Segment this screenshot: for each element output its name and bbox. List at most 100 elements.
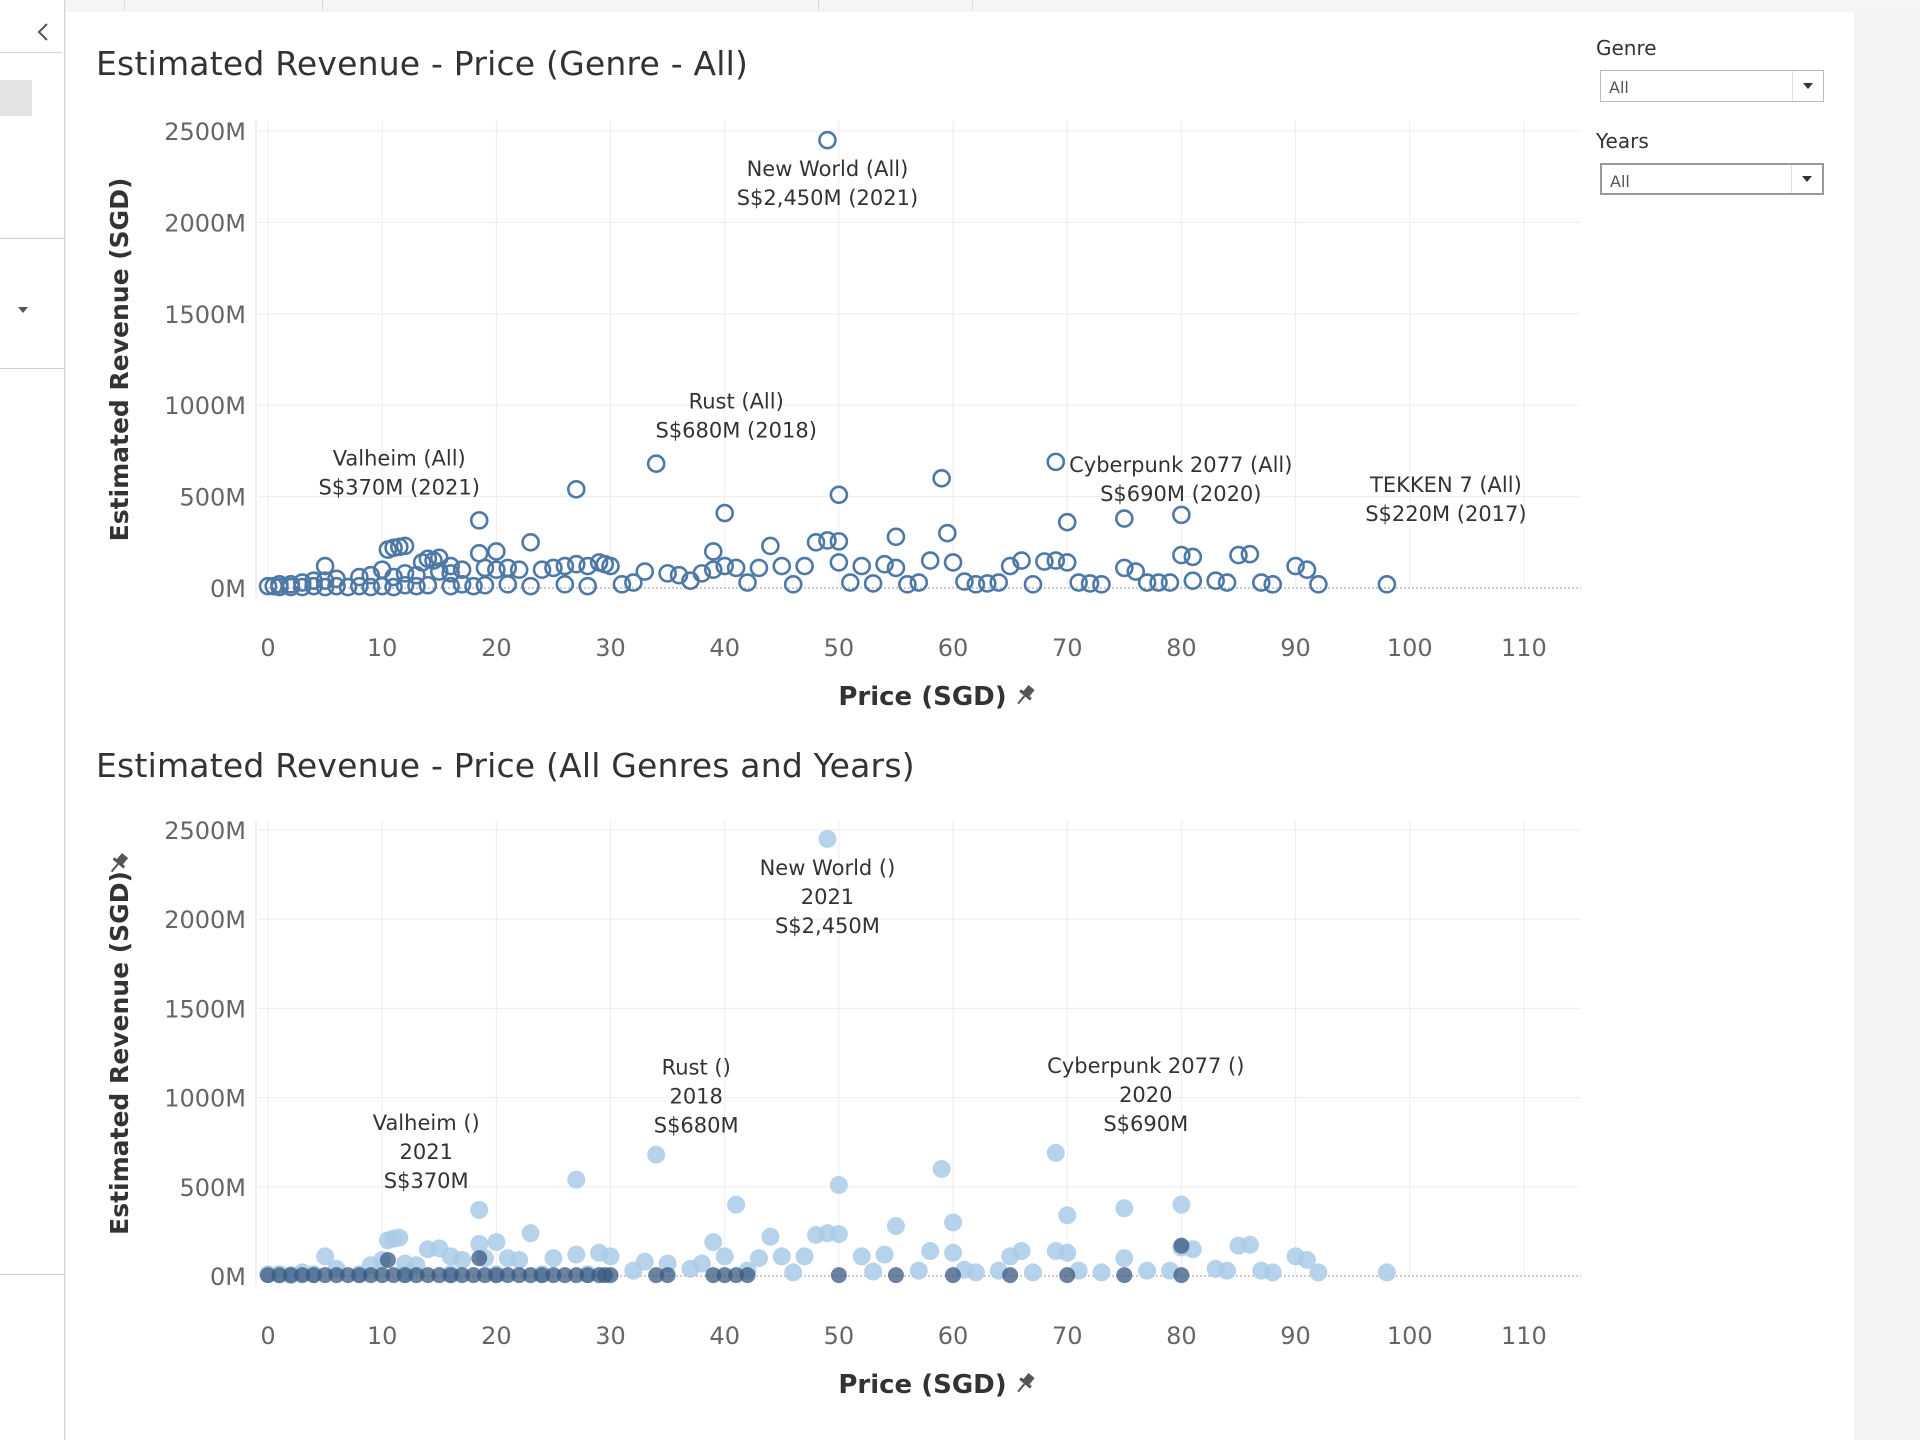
data-point bbox=[829, 532, 849, 551]
data-point bbox=[932, 469, 951, 488]
data-point-dense bbox=[271, 1267, 288, 1284]
data-point bbox=[1046, 1143, 1065, 1162]
data-point bbox=[384, 577, 403, 597]
data-point bbox=[441, 576, 460, 596]
y-tick-label: 1500M bbox=[164, 995, 246, 1023]
data-point bbox=[475, 558, 495, 578]
data-point-dense bbox=[431, 1267, 448, 1284]
data-point bbox=[327, 576, 346, 596]
y-tick-label: 2500M bbox=[164, 118, 246, 146]
data-point bbox=[749, 558, 769, 578]
annotation-label: 2021 bbox=[801, 885, 854, 909]
data-point bbox=[806, 532, 826, 552]
x-tick-label: 10 bbox=[367, 634, 398, 662]
years-filter-dropdown[interactable]: All bbox=[1600, 163, 1824, 195]
data-point bbox=[578, 556, 597, 576]
data-point bbox=[1149, 573, 1168, 592]
data-point bbox=[350, 576, 369, 596]
x-tick-label: 20 bbox=[481, 1322, 512, 1350]
pin-icon-base bbox=[1019, 689, 1032, 701]
annotation-label: Cyberpunk 2077 (All) bbox=[1069, 453, 1292, 477]
data-point bbox=[829, 1176, 848, 1195]
data-point bbox=[761, 1227, 780, 1246]
x-axis-title: Price (SGD) bbox=[838, 1370, 1006, 1400]
scatter-chart-bottom[interactable]: 0 10 20 30 40 50 60 70 80 90 100 1100M500M1000M1500… bbox=[66, 12, 1666, 1440]
genre-filter-label: Genre bbox=[1596, 36, 1657, 60]
x-tick-label: 40 bbox=[709, 1322, 740, 1350]
data-point bbox=[452, 575, 472, 594]
data-point bbox=[1092, 575, 1111, 594]
data-point bbox=[1252, 1261, 1271, 1280]
data-point bbox=[1172, 545, 1191, 565]
data-point bbox=[715, 556, 734, 576]
caret-down-icon[interactable] bbox=[16, 300, 30, 319]
data-point bbox=[875, 554, 894, 574]
data-point bbox=[943, 553, 963, 572]
data-point bbox=[1206, 1259, 1225, 1278]
y-tick-label: 2000M bbox=[164, 906, 246, 934]
data-point bbox=[566, 554, 586, 574]
data-point bbox=[624, 573, 643, 592]
data-point bbox=[1297, 1250, 1316, 1269]
data-point bbox=[681, 1259, 700, 1278]
years-filter-value: All bbox=[1610, 172, 1630, 191]
data-point-dense bbox=[397, 1267, 414, 1284]
data-point bbox=[338, 577, 358, 597]
data-point bbox=[429, 562, 449, 581]
annotation-label: S$690M bbox=[1103, 1112, 1188, 1136]
data-point bbox=[829, 553, 849, 572]
annotation-label: Rust (All) bbox=[689, 390, 784, 414]
data-point-dense bbox=[728, 1267, 745, 1284]
genre-filter-dropdown[interactable]: All bbox=[1600, 70, 1824, 102]
data-point-dense bbox=[374, 1267, 391, 1284]
data-point bbox=[703, 542, 723, 561]
scatter-chart-top[interactable]: 0 10 20 30 40 50 60 70 80 90 100 110 0M 500M 1000M 1500… bbox=[66, 12, 1666, 712]
data-point bbox=[304, 576, 323, 596]
data-point bbox=[1058, 1206, 1077, 1225]
data-point bbox=[658, 564, 677, 583]
data-point bbox=[1057, 553, 1077, 572]
data-point bbox=[989, 573, 1009, 592]
y-tick-label: 2500M bbox=[164, 817, 246, 845]
data-point bbox=[424, 551, 443, 570]
data-point bbox=[498, 575, 518, 594]
data-point bbox=[470, 1234, 489, 1253]
data-point-dense bbox=[739, 1267, 756, 1284]
collapse-pane-button[interactable] bbox=[0, 12, 62, 53]
data-point-dense bbox=[568, 1267, 585, 1284]
pin-icon bbox=[110, 853, 129, 873]
x-tick-label: 0 bbox=[260, 1322, 275, 1350]
data-point bbox=[1217, 573, 1237, 592]
data-point bbox=[1046, 1242, 1065, 1261]
annotation-label: New World () bbox=[760, 856, 896, 880]
data-point bbox=[566, 479, 586, 499]
data-point bbox=[875, 1245, 894, 1264]
dashboard-canvas: Estimated Revenue - Price (Genre - All) … bbox=[66, 12, 1854, 1440]
data-point bbox=[818, 531, 837, 550]
data-point bbox=[624, 1261, 643, 1280]
left-pane-selected-item[interactable] bbox=[0, 80, 32, 116]
data-point-dense bbox=[1173, 1237, 1190, 1254]
data-point bbox=[372, 576, 392, 596]
data-point-dense bbox=[648, 1267, 665, 1284]
data-point bbox=[1035, 552, 1054, 571]
data-point bbox=[1240, 1235, 1259, 1254]
x-tick-label: 80 bbox=[1166, 1322, 1197, 1350]
data-point bbox=[350, 567, 369, 587]
data-point bbox=[840, 573, 860, 592]
data-point-dense bbox=[317, 1267, 334, 1284]
data-point-dense bbox=[442, 1267, 459, 1284]
data-point bbox=[441, 564, 460, 583]
data-point bbox=[1183, 571, 1203, 590]
data-point bbox=[886, 527, 906, 547]
data-point-dense bbox=[705, 1267, 722, 1284]
data-point bbox=[1000, 556, 1020, 576]
data-point-dense bbox=[1173, 1267, 1190, 1284]
data-point-dense bbox=[471, 1250, 488, 1267]
data-point-dense bbox=[1116, 1267, 1133, 1284]
data-point bbox=[390, 1228, 409, 1247]
data-point-dense bbox=[830, 1267, 847, 1284]
data-point bbox=[1309, 575, 1328, 594]
data-point bbox=[761, 536, 780, 556]
years-filter-label: Years bbox=[1596, 129, 1649, 153]
